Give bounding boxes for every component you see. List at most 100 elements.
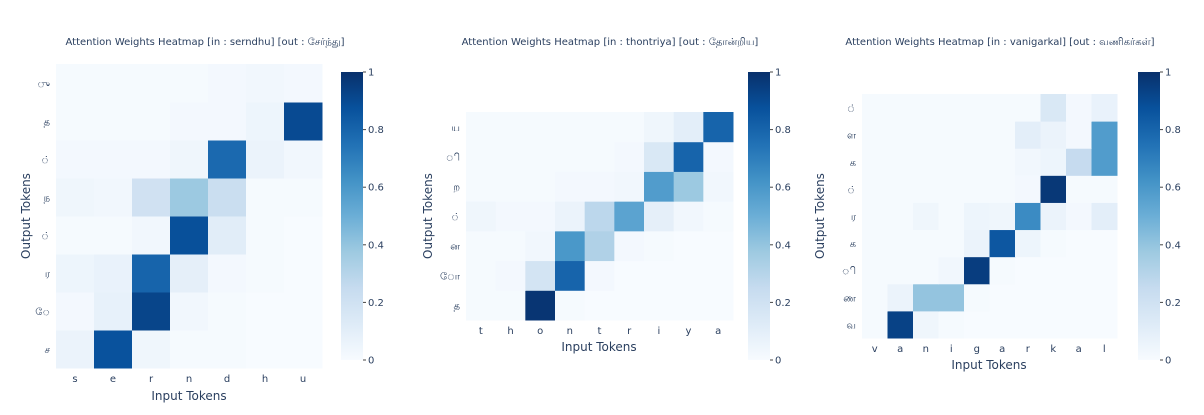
heatmap-cell xyxy=(94,254,133,293)
heatmap-cell xyxy=(466,260,497,291)
heatmap-cell xyxy=(170,292,209,331)
heatmap-cell xyxy=(673,112,704,143)
heatmap-cell xyxy=(989,256,1016,285)
colorbar-tick-label: 0.4 xyxy=(775,240,791,251)
heatmap-cell xyxy=(703,201,734,232)
heatmap-cell xyxy=(584,260,615,291)
heatmap-cell xyxy=(938,121,965,149)
heatmap-cell xyxy=(1091,148,1118,176)
heatmap-cell xyxy=(1040,148,1067,176)
colorbar-tick-label: 0.4 xyxy=(368,240,384,251)
heatmap-cell xyxy=(1066,175,1092,203)
heatmap-cell xyxy=(94,140,133,179)
heatmap-cell xyxy=(1091,94,1118,122)
x-tick-label: h xyxy=(507,326,513,337)
heatmap-cell xyxy=(525,201,556,232)
heatmap-cell xyxy=(887,121,914,149)
x-axis-title: Input Tokens xyxy=(561,340,636,354)
heatmap-cell xyxy=(208,292,247,331)
heatmap-cell xyxy=(284,330,323,369)
heatmap-cell xyxy=(555,230,586,262)
heatmap-cell xyxy=(170,330,209,369)
heatmap-cell xyxy=(964,148,990,176)
heatmap-cell xyxy=(862,121,888,149)
heatmap-cell xyxy=(1015,148,1041,176)
heatmap-cell xyxy=(1015,121,1041,149)
heatmap-cell xyxy=(673,171,704,202)
heatmap-cell xyxy=(1040,310,1067,339)
heatmap-cell xyxy=(673,260,704,291)
heatmap-cell xyxy=(495,141,526,172)
heatmap-cell xyxy=(913,283,939,312)
y-tick-labels: வ ணி க ர் க ள் xyxy=(842,104,857,332)
y-tick-label: ற xyxy=(453,182,460,193)
x-tick-label: r xyxy=(627,326,632,337)
heatmap-cell xyxy=(989,310,1016,339)
heatmap-cell xyxy=(913,121,939,149)
colorbar: 0 0.2 0.4 0.6 0.8 1 xyxy=(748,68,791,367)
heatmap-cell xyxy=(170,178,209,217)
heatmap-cell xyxy=(887,256,914,285)
heatmap-cell xyxy=(964,202,990,231)
heatmap-cell xyxy=(555,201,586,232)
colorbar-tick-label: 0 xyxy=(775,356,781,367)
colorbar-tick-label: 0.4 xyxy=(1165,240,1181,251)
heatmap-cell xyxy=(644,260,675,291)
heatmap-cell xyxy=(132,178,171,217)
colorbar-gradient xyxy=(748,72,770,360)
heatmap-cell xyxy=(1015,256,1041,285)
x-tick-label: k xyxy=(1050,344,1056,355)
x-tick-label: t xyxy=(598,326,602,337)
colorbar-gradient xyxy=(1138,72,1160,360)
heatmap-cell xyxy=(964,283,990,312)
heatmap-cell xyxy=(246,216,285,255)
heatmap-cell xyxy=(208,216,247,255)
x-tick-label: v xyxy=(872,344,878,355)
heatmap-cell xyxy=(887,229,914,258)
y-tick-label: ய xyxy=(451,123,460,134)
heatmap-cell xyxy=(644,141,675,172)
colorbar-tick-label: 1 xyxy=(368,68,374,79)
heatmap-cell xyxy=(132,292,171,331)
colorbar-tick-label: 0.6 xyxy=(775,183,791,194)
heatmap-cell xyxy=(887,202,914,231)
heatmap-cell xyxy=(94,178,133,217)
heatmap-cell xyxy=(887,148,914,176)
y-tick-label: த xyxy=(43,117,50,128)
colorbar-tick-label: 0.6 xyxy=(368,183,384,194)
heatmap-cell xyxy=(246,64,285,103)
heatmap-cell xyxy=(584,290,615,321)
x-tick-label: e xyxy=(110,374,116,385)
heatmap-cell xyxy=(1040,175,1067,203)
heatmap-cell xyxy=(938,310,965,339)
x-tick-label: i xyxy=(657,326,660,337)
heatmap-cell xyxy=(614,201,645,232)
y-tick-label: ர xyxy=(851,212,857,223)
heatmap-cell xyxy=(989,175,1016,203)
colorbar-tick-label: 0.2 xyxy=(775,298,791,309)
heatmap-cell xyxy=(673,141,704,172)
heatmap-cell xyxy=(938,256,965,285)
y-tick-label: ் xyxy=(847,185,856,196)
y-tick-labels: சே ர் ந் து xyxy=(35,79,51,356)
heatmap-cell xyxy=(1040,94,1067,122)
heatmap-cell xyxy=(56,330,95,369)
heatmap-cell xyxy=(495,230,526,262)
heatmap-cell xyxy=(246,292,285,331)
heatmap-cell xyxy=(466,112,497,143)
heatmap-cell xyxy=(495,201,526,232)
heatmap-cell xyxy=(1015,94,1041,122)
y-tick-label: ி xyxy=(446,153,460,164)
x-tick-label: a xyxy=(1076,344,1082,355)
x-tick-label: a xyxy=(999,344,1005,355)
heatmap-cell xyxy=(555,260,586,291)
heatmap-cell xyxy=(555,290,586,321)
y-tick-label: ி xyxy=(842,266,856,277)
x-tick-label: u xyxy=(300,374,306,385)
heatmap-cell xyxy=(555,141,586,172)
heatmap-cell xyxy=(466,171,497,202)
heatmap-cell xyxy=(1040,256,1067,285)
heatmap-cell xyxy=(466,201,497,232)
